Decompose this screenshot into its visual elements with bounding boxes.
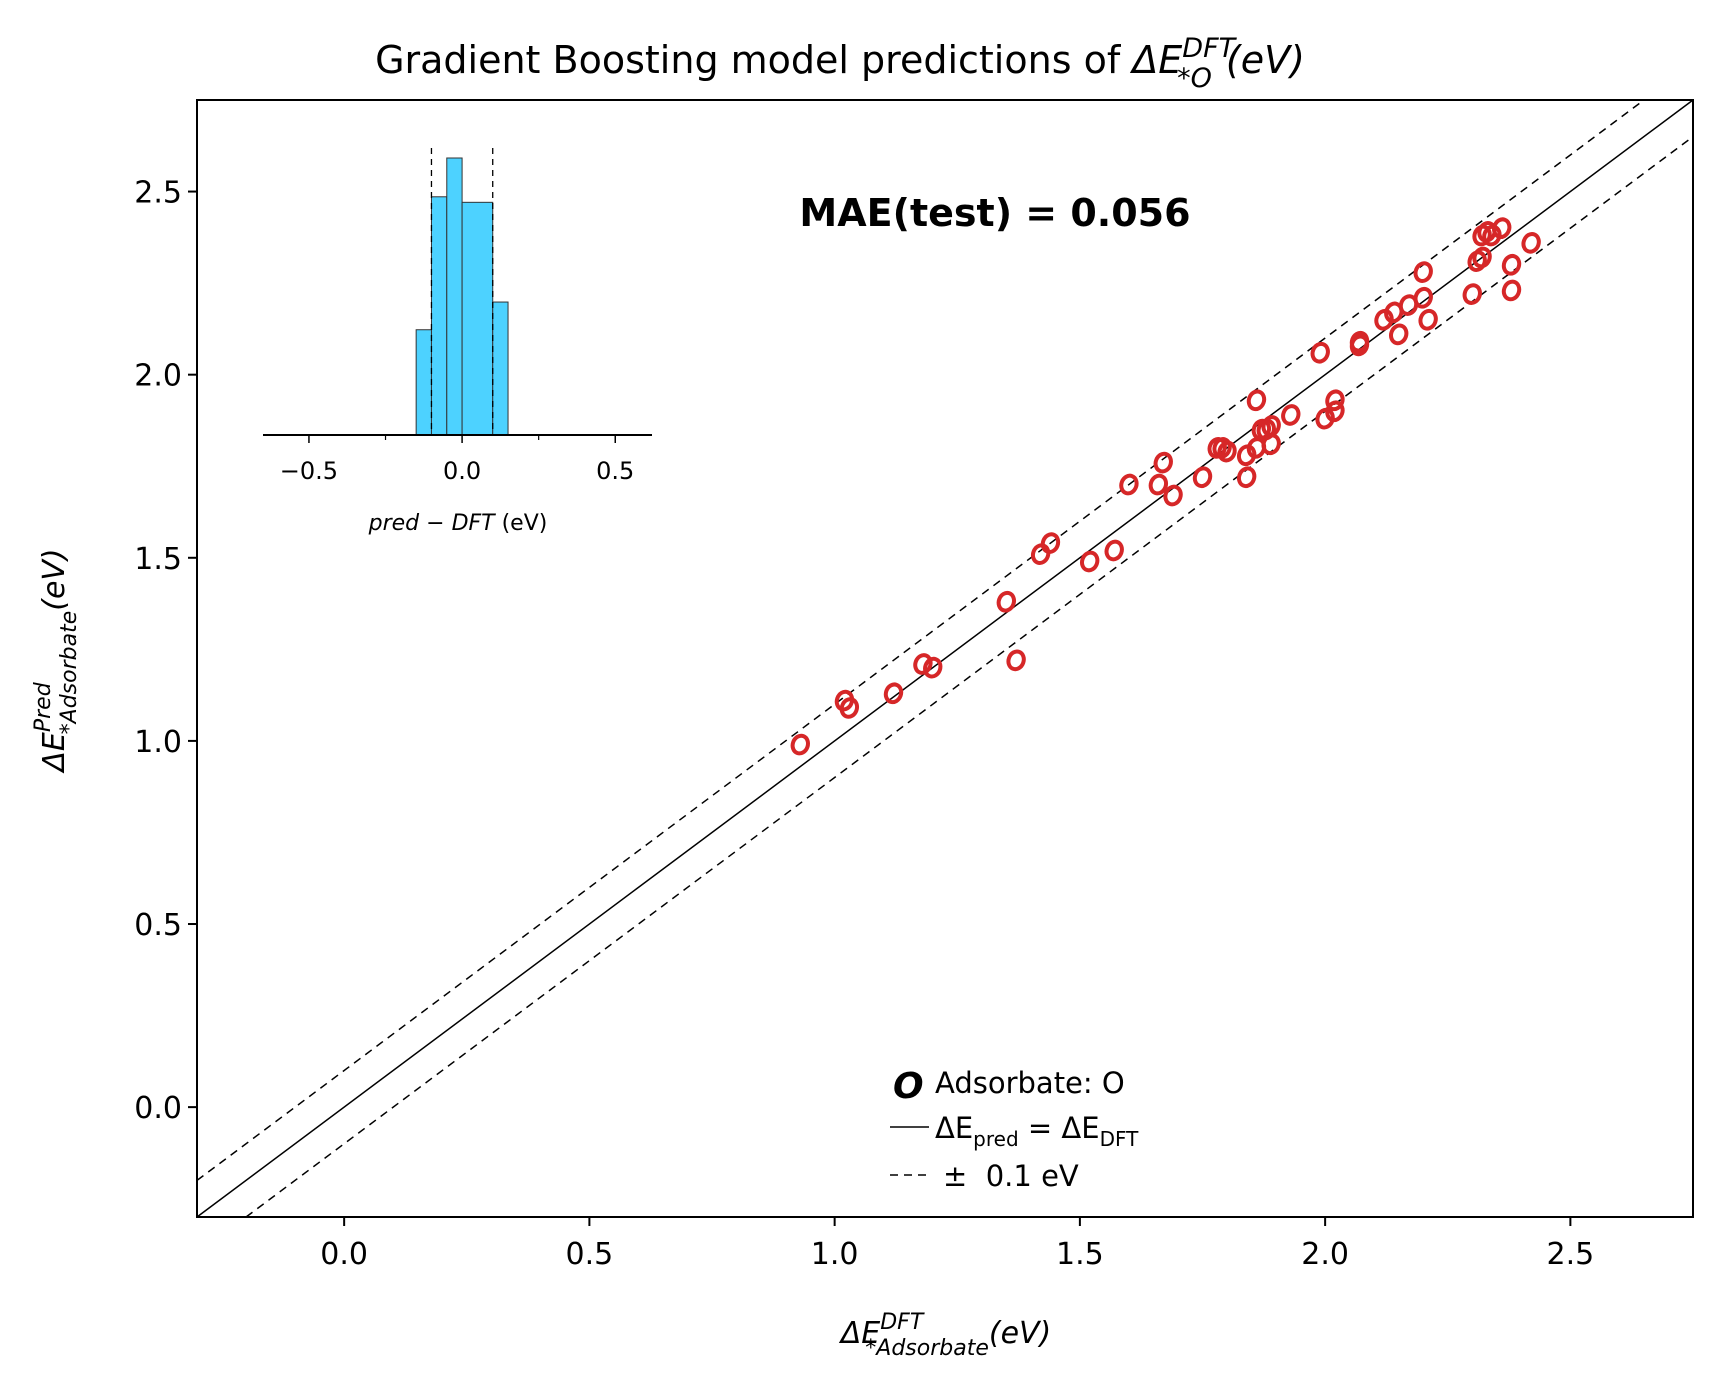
scatter-point (1281, 404, 1301, 426)
chart-title: Gradient Boosting model predictions of Δ… (375, 33, 1305, 94)
inset-histogram-bar (415, 329, 432, 436)
scatter-point (1398, 294, 1419, 316)
scatter-point (1325, 389, 1345, 412)
scatter-point (1040, 532, 1061, 554)
scatter-point (1521, 231, 1541, 254)
scatter-point (1163, 484, 1183, 507)
scatter-points (790, 217, 1541, 756)
scatter-point (1418, 308, 1438, 331)
scatter-point (839, 697, 860, 719)
legend-marker-o: O (893, 1066, 924, 1107)
x-tick-label: 0.0 (320, 1237, 368, 1272)
inset-x-axis-title: pred − DFT (eV) (368, 511, 548, 536)
scatter-point (1413, 286, 1433, 309)
y-tick-label: 2.0 (134, 359, 182, 394)
inset-x-tick-label: −0.5 (280, 457, 338, 485)
x-tick-label: 2.0 (1301, 1237, 1349, 1272)
scatter-point (1153, 451, 1173, 474)
scatter-point (1384, 301, 1404, 324)
scatter-point (923, 656, 943, 679)
scatter-point (1389, 323, 1409, 346)
scatter-point (1104, 539, 1124, 562)
y-tick-label: 0.5 (134, 908, 182, 943)
scatter-point (1006, 649, 1026, 672)
y-axis-title: ΔEPred*Adsorbate(eV) (31, 548, 82, 773)
y-tick-label: 1.5 (134, 542, 182, 577)
reference-lines (196, 99, 1694, 1218)
inset-histogram: −0.5 0.0 0.5 pred − DFT (eV) (263, 148, 652, 536)
inset-x-tick-label: 0.5 (596, 457, 634, 485)
scatter-point (1472, 246, 1492, 269)
y-tick-label: 0.0 (134, 1091, 182, 1126)
identity-line (196, 99, 1694, 1218)
scatter-point (1148, 473, 1169, 496)
inset-threshold-lines (430, 148, 494, 435)
legend: O Adsorbate: O ΔEpred = ΔEDFT ± 0.1 eV (890, 1066, 1139, 1193)
legend-label-band: ± 0.1 eV (943, 1159, 1079, 1193)
scatter-point (1246, 389, 1267, 412)
scatter-point (1217, 440, 1237, 463)
x-tick-label: 1.0 (811, 1237, 859, 1272)
scatter-point (1349, 330, 1370, 353)
x-axis-ticks: 0.0 0.5 1.0 1.5 2.0 2.5 (320, 1217, 1594, 1272)
scatter-point (1030, 543, 1051, 565)
scatter-point (1325, 400, 1345, 423)
scatter-point (1462, 283, 1482, 305)
scatter-point (1492, 217, 1512, 240)
upper-band-line (196, 99, 1645, 1181)
scatter-point (913, 653, 933, 675)
y-tick-label: 1.0 (134, 725, 182, 760)
x-tick-label: 2.5 (1547, 1237, 1595, 1272)
scatter-point (1119, 473, 1139, 496)
scatter-point (1261, 433, 1281, 456)
scatter-point (996, 590, 1017, 613)
inset-x-ticks: −0.5 0.0 0.5 (280, 435, 634, 485)
inset-histogram-bar (492, 301, 509, 436)
mae-annotation: MAE(test) = 0.056 (799, 191, 1190, 235)
inset-histogram-bar (446, 157, 463, 436)
y-axis-ticks: 0.0 0.5 1.0 1.5 2.0 2.5 (134, 176, 197, 1126)
inset-x-tick-label: 0.0 (443, 457, 481, 485)
scatter-point (1501, 279, 1522, 302)
x-tick-label: 1.5 (1056, 1237, 1104, 1272)
inset-histogram-bar (430, 196, 448, 436)
inset-histogram-bars (415, 157, 509, 436)
scatter-point (883, 682, 904, 705)
scatter-point (1310, 341, 1330, 364)
y-tick-label: 2.5 (134, 176, 182, 211)
scatter-point (1192, 466, 1213, 489)
lower-band-line (245, 136, 1694, 1218)
scatter-point (1501, 253, 1522, 276)
legend-label-adsorbate: Adsorbate: O (935, 1066, 1125, 1100)
scatter-point (1236, 466, 1257, 489)
legend-label-identity: ΔEpred = ΔEDFT (935, 1111, 1139, 1151)
inset-histogram-bar (461, 201, 494, 436)
scatter-point (1413, 261, 1433, 283)
scatter-point (1080, 550, 1100, 573)
plot-frame (196, 99, 1694, 1218)
x-tick-label: 0.5 (566, 1237, 614, 1272)
scatter-point (790, 733, 810, 756)
x-axis-title: ΔEDFT *Adsorbate(eV) (839, 1310, 1052, 1361)
